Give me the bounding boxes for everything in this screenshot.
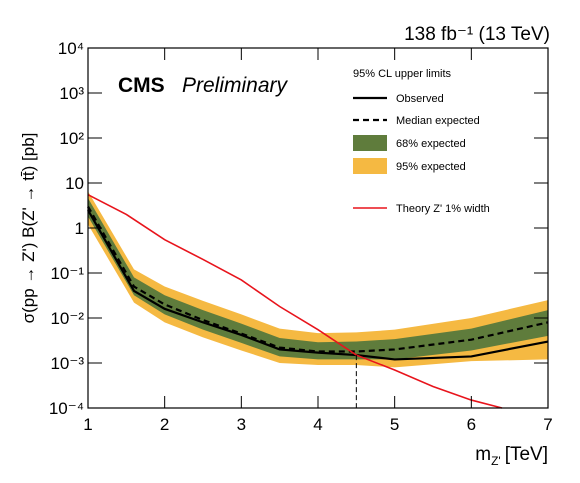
y-tick-label: 10⁻³	[50, 354, 84, 373]
x-tick-label: 5	[390, 415, 399, 434]
legend-label: 95% expected	[396, 161, 466, 173]
y-tick-label: 10⁻²	[50, 309, 84, 328]
y-axis-label: σ(pp → Z') B(Z' → tt̄) [pb]	[19, 133, 38, 324]
status-label: Preliminary	[182, 74, 289, 97]
theory-line	[87, 193, 503, 409]
x-tick-label: 6	[467, 415, 476, 434]
legend-label: Theory Z' 1% width	[396, 203, 490, 215]
x-label-unit: [TeV]	[505, 444, 548, 465]
y-tick-label: 10⁴	[58, 39, 84, 58]
legend-label: Median expected	[396, 115, 480, 127]
x-axis-label: mZ' [TeV]	[475, 444, 548, 468]
x-tick-label: 1	[83, 415, 92, 434]
x-tick-label: 3	[237, 415, 246, 434]
band	[88, 198, 548, 360]
y-tick-label: 10⁻⁴	[49, 399, 84, 418]
y-tick-label: 1	[75, 219, 84, 238]
limit-line	[87, 205, 549, 353]
legend-swatch	[353, 135, 387, 151]
lumi-label: 138 fb⁻¹ (13 TeV)	[404, 24, 550, 45]
x-tick-label: 2	[160, 415, 169, 434]
x-tick-label: 7	[543, 415, 552, 434]
y-tick-label: 10	[65, 174, 84, 193]
legend-label: Observed	[396, 93, 444, 105]
x-label-sub: Z'	[491, 454, 501, 468]
legend-title: 95% CL upper limits	[353, 68, 452, 80]
x-tick-label: 4	[313, 415, 322, 434]
y-tick-label: 10²	[59, 129, 84, 148]
x-label-main: m	[475, 444, 491, 465]
y-tick-label: 10⁻¹	[50, 264, 84, 283]
legend-swatch	[353, 158, 387, 174]
limit-line	[87, 209, 549, 361]
legend-label: 68% expected	[396, 138, 466, 150]
y-tick-label: 10³	[59, 84, 84, 103]
cms-label: CMS	[118, 74, 165, 97]
